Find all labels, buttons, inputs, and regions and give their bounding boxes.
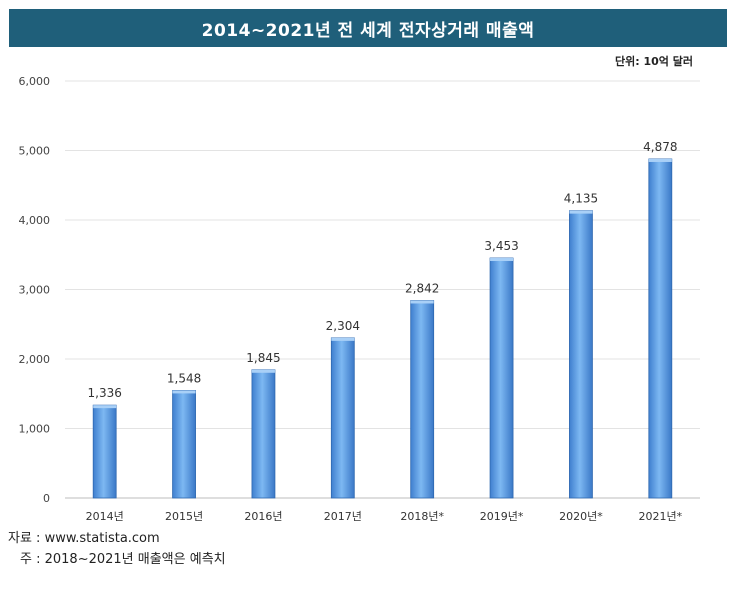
value-label: 2,304 [326,319,360,333]
bar [92,404,117,499]
value-label: 1,845 [246,351,280,365]
x-tick-label: 2015년 [165,510,203,523]
bar-top-highlight [251,369,275,373]
y-axis-ticks: 0 1,000 2,000 3,000 4,000 5,000 6,000 [19,75,51,505]
y-tick-label: 1,000 [19,423,51,436]
bar [251,369,276,499]
bar [410,300,435,499]
y-tick-label: 4,000 [19,214,51,227]
value-labels: 1,336 1,548 1,845 2,304 2,842 3,453 4,135 4,878 [88,140,678,400]
bar [330,337,355,499]
bar [172,390,196,499]
y-tick-label: 6,000 [19,75,51,88]
x-axis-ticks: 2014년 2015년 2016년 2017년 2018년* 2019년* 2020년* 20… [86,510,683,523]
unit-label: 단위: 10억 달러 [615,55,693,68]
y-tick-label: 2,000 [19,353,51,366]
value-label: 1,548 [167,371,201,385]
x-tick-label: 2018년* [400,510,444,523]
bars [92,158,673,499]
chart-title: 2014~2021년 전 세계 전자상거래 매출액 [201,20,535,41]
bar-top-highlight [331,337,355,341]
bar [569,210,593,499]
x-tick-label: 2017년 [324,510,362,523]
value-label: 2,842 [405,281,439,295]
x-tick-label: 2014년 [86,510,124,523]
bar-top-highlight [490,258,514,262]
bar [489,257,514,499]
grid-lines [65,80,700,499]
bar-top-highlight [410,300,434,304]
source-text: 자료 : www.statista.com [8,531,160,546]
y-tick-label: 5,000 [19,145,51,158]
value-label: 3,453 [484,239,518,253]
y-tick-label: 0 [43,492,50,505]
bar [648,158,673,499]
x-tick-label: 2020년* [559,510,603,523]
bar-top-highlight [569,210,593,214]
bar-top-highlight [172,390,196,394]
y-tick-label: 3,000 [19,284,51,297]
note-text: 주 : 2018~2021년 매출액은 예측치 [20,552,226,567]
bar-top-highlight [93,405,117,409]
value-label: 1,336 [88,386,122,400]
value-label: 4,135 [564,192,598,206]
value-label: 4,878 [643,140,677,154]
bar-top-highlight [648,158,672,162]
chart-title-bar: 2014~2021년 전 세계 전자상거래 매출액 [9,9,727,47]
x-tick-label: 2019년* [480,510,524,523]
x-tick-label: 2016년 [244,510,282,523]
x-tick-label: 2021년* [639,510,683,523]
